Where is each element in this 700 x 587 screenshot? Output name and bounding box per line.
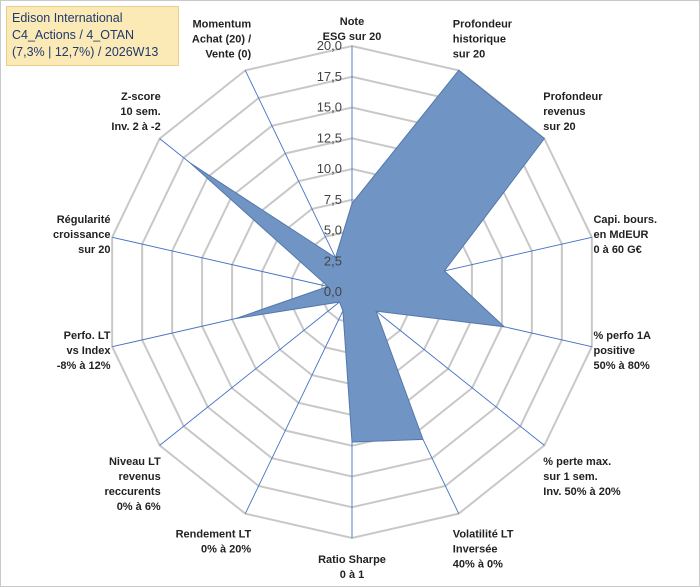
axis-label-line: vs Index (66, 345, 111, 357)
tick-label: 17,5 (317, 69, 342, 84)
spoke-niveau-lt-revenus (159, 291, 353, 446)
axis-label-line: Momentum (193, 19, 252, 31)
axis-label-line: Inv. 50% à 20% (543, 486, 621, 498)
axis-label-line: Inv. 2 à -2 (111, 121, 160, 133)
tick-label: 12,5 (317, 130, 342, 145)
tick-label: 7,5 (324, 192, 342, 207)
axis-label-profondeur-revenus: Profondeur revenus sur 20 (543, 91, 603, 133)
axis-label-z-score: Z-score 10 sem. Inv. 2 à -2 (111, 91, 160, 133)
axis-label-volatilite-lt: Volatilité LT Inversée 40% à 0% (453, 528, 514, 570)
tick-label: 0,0 (324, 284, 342, 299)
axis-label-line: ESG sur 20 (323, 31, 382, 43)
axis-label-line: Volatilité LT (453, 528, 514, 540)
axis-label-line: 10 sem. (120, 106, 160, 118)
chart-title-box: Edison International C4_Actions / 4_OTAN… (6, 6, 179, 66)
radar-series (190, 69, 546, 443)
axis-label-line: revenus (543, 106, 585, 118)
axis-label-perte-max: % perte max. sur 1 sem. Inv. 50% à 20% (543, 456, 621, 498)
series-area (190, 69, 546, 443)
axis-label-perfo-1a: % perfo 1A positive 50% à 80% (593, 330, 651, 372)
axis-label-rendement-lt: Rendement LT 0% à 20% (176, 528, 252, 555)
axis-label-momentum: Momentum Achat (20) / Vente (0) (192, 19, 252, 61)
spoke-rendement-lt (244, 291, 353, 514)
axis-label-line: sur 1 sem. (543, 471, 597, 483)
axis-label-line: Profondeur (453, 19, 513, 31)
axis-label-line: croissance (53, 229, 110, 241)
spoke-perte-max (351, 291, 545, 446)
axis-label-line: sur 20 (453, 49, 485, 61)
axis-label-line: 40% à 0% (453, 558, 503, 570)
axis-label-line: Z-score (121, 91, 161, 103)
axis-label-line: Régularité (57, 214, 111, 226)
axis-label-line: Capi. bours. (593, 214, 657, 226)
axis-label-line: 50% à 80% (593, 360, 649, 372)
axis-label-line: 0 à 1 (340, 569, 364, 581)
tick-label: 20,0 (317, 38, 342, 53)
axis-label-perfo-lt-index: Perfo. LT vs Index -8% à 12% (57, 330, 112, 372)
tick-label: 2,5 (324, 253, 342, 268)
axis-label-line: 0% à 20% (201, 543, 251, 555)
axis-label-line: Niveau LT (109, 456, 161, 468)
chart-title: Edison International (12, 11, 123, 25)
axis-label-line: % perfo 1A (593, 330, 651, 342)
axis-label-line: positive (593, 345, 635, 357)
spoke-momentum (244, 70, 353, 293)
axis-label-line: sur 20 (543, 121, 575, 133)
axis-label-line: 0 à 60 G€ (593, 244, 641, 256)
axis-label-line: Rendement LT (176, 528, 252, 540)
axis-label-line: Perfo. LT (64, 330, 111, 342)
axis-label-line: revenus (119, 471, 161, 483)
axis-label-line: Achat (20) / (192, 34, 251, 46)
axis-label-line: historique (453, 34, 506, 46)
axis-label-note-esg: Note ESG sur 20 (323, 16, 382, 43)
axis-label-line: 0% à 6% (117, 501, 161, 513)
tick-label: 10,0 (317, 161, 342, 176)
axis-label-line: en MdEUR (593, 229, 648, 241)
axis-label-line: Inversée (453, 543, 498, 555)
tick-label: 5,0 (324, 223, 342, 238)
axis-label-line: Profondeur (543, 91, 603, 103)
axis-label-capi-bours: Capi. bours. en MdEUR 0 à 60 G€ (593, 214, 657, 256)
axis-label-line: -8% à 12% (57, 360, 111, 372)
axis-label-line: % perte max. (543, 456, 611, 468)
axis-label-profondeur-historique: Profondeur historique sur 20 (453, 19, 513, 61)
axis-label-line: reccurents (104, 486, 160, 498)
axis-label-line: Note (340, 16, 364, 28)
axis-label-regularite-croissance: Régularité croissance sur 20 (53, 214, 110, 256)
radar-tick-labels: 0,0 2,5 5,0 7,5 10,0 12,5 15,0 17,5 20,0 (317, 38, 342, 299)
axis-label-line: Ratio Sharpe (318, 554, 386, 566)
spoke-regularite-croissance (112, 236, 353, 293)
tick-label: 15,0 (317, 100, 342, 115)
axis-label-line: Vente (0) (205, 49, 251, 61)
chart-subtitle-portfolio: C4_Actions / 4_OTAN (12, 28, 135, 42)
chart-subtitle-period: (7,3% | 12,7%) / 2026W13 (12, 45, 159, 59)
axis-label-niveau-lt-revenus: Niveau LT revenus reccurents 0% à 6% (104, 456, 161, 513)
axis-label-line: sur 20 (78, 244, 110, 256)
axis-label-ratio-sharpe: Ratio Sharpe 0 à 1 (318, 554, 386, 581)
radar-axis-labels: Note ESG sur 20 Profondeur historique sur 20… (53, 16, 657, 581)
